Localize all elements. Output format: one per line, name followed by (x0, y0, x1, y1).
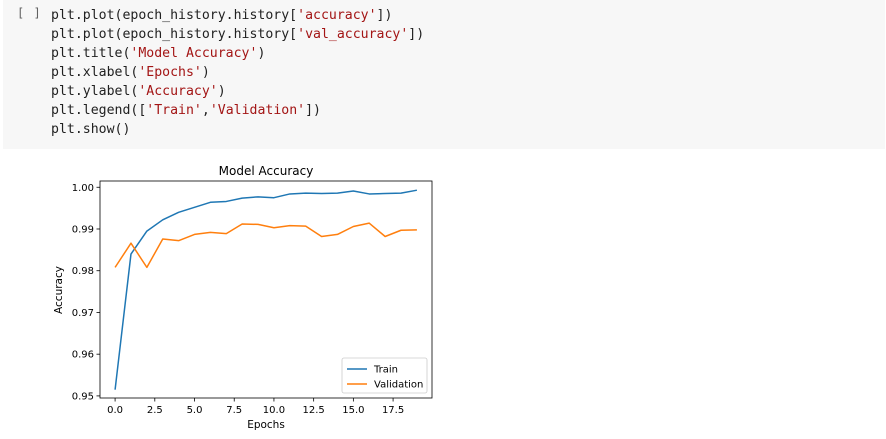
code-editor[interactable]: plt.plot(epoch_history.history['accuracy… (51, 6, 424, 139)
code-string-token: 'accuracy' (297, 8, 377, 23)
code-line: plt.legend(['Train','Validation']) (51, 101, 424, 120)
code-token: ]) (305, 103, 321, 118)
x-tick-label: 12.5 (303, 405, 325, 416)
code-string-token: 'Accuracy' (138, 84, 218, 99)
y-tick-label: 0.95 (72, 391, 94, 402)
code-line: plt.xlabel('Epochs') (51, 63, 424, 82)
code-token: , (201, 103, 210, 118)
y-tick-label: 0.99 (72, 224, 94, 235)
cell-output: 0.0 2.5 5.0 7.5 10.0 12.5 15.0 17.5 0.95 0.96 0.97… (0, 149, 886, 435)
code-cell[interactable]: [ ] plt.plot(epoch_history.history['accu… (3, 0, 885, 149)
accuracy-chart: 0.0 2.5 5.0 7.5 10.0 12.5 15.0 17.5 0.95 0.96 0.97… (53, 164, 433, 431)
code-token: plt.plot(epoch_history.history[ (51, 27, 298, 42)
code-token: ) (217, 84, 226, 99)
x-tick-label: 2.5 (147, 405, 163, 416)
code-line: plt.show() (51, 120, 424, 139)
code-line: plt.plot(epoch_history.history['accuracy… (51, 6, 424, 25)
legend-label: Train (373, 365, 398, 376)
code-string-token: 'Train' (146, 103, 202, 118)
code-token: ) (257, 46, 266, 61)
code-token: plt.show() (51, 122, 131, 137)
x-tick-label: 15.0 (342, 405, 364, 416)
code-token: ]) (376, 8, 393, 23)
y-tick-label: 0.98 (72, 266, 94, 277)
y-tick-label: 0.97 (72, 308, 94, 319)
code-string-token: 'Model Accuracy' (130, 46, 258, 61)
x-tick-label: 0.0 (107, 405, 123, 416)
x-tick-label: 5.0 (187, 405, 203, 416)
code-token: plt.plot(epoch_history.history[ (51, 8, 298, 23)
code-token: plt.xlabel( (51, 65, 139, 80)
code-line: plt.ylabel('Accuracy') (51, 82, 424, 101)
code-token: plt.legend([ (51, 103, 147, 118)
series-line-validation (114, 222, 417, 269)
series-line-train (114, 189, 418, 390)
code-string-token: 'Validation' (209, 103, 306, 118)
code-string-token: 'val_accuracy' (297, 27, 409, 42)
run-cell-button[interactable]: [ ] (17, 6, 42, 20)
code-line: plt.title('Model Accuracy') (51, 44, 424, 63)
chart-legend: Train Validation (341, 357, 428, 394)
code-string-token: 'Epochs' (138, 65, 202, 80)
y-tick-label: 0.96 (72, 350, 94, 361)
chart-title: Model Accuracy (219, 164, 314, 178)
y-axis-label: Accuracy (53, 266, 65, 314)
x-axis-label: Epochs (247, 419, 285, 431)
code-token: ) (201, 65, 210, 80)
code-token: plt.title( (51, 46, 131, 61)
y-tick-label: 1.00 (72, 183, 94, 194)
code-token: plt.ylabel( (51, 84, 139, 99)
x-tick-label: 10.0 (263, 405, 285, 416)
legend-label: Validation (374, 380, 423, 391)
x-tick-label: 17.5 (382, 405, 404, 416)
code-token: ]) (408, 27, 425, 42)
code-line: plt.plot(epoch_history.history['val_accu… (51, 25, 424, 44)
x-tick-label: 7.5 (226, 405, 242, 416)
